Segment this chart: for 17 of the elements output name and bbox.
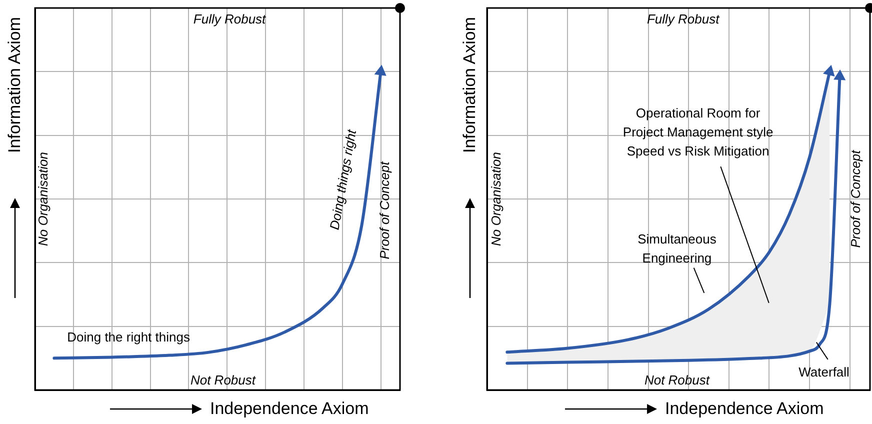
y-axis-title: Information Axiom (5, 16, 25, 154)
annotation: Not Robust (190, 372, 257, 388)
annotation: Proof of Concept (377, 160, 392, 260)
text: Fully Robust (646, 11, 721, 26)
x-axis-title: Independence Axiom (210, 399, 369, 419)
annotation: No Organisation (36, 152, 51, 246)
annotation: Proof of Concept (848, 148, 864, 248)
annotation: Doing the right things (67, 330, 190, 345)
annotation: Simultaneous Engineering (638, 231, 717, 266)
x-axis-title: Independence Axiom (665, 399, 824, 419)
annotation: No Organisation (488, 152, 504, 246)
annotation: Waterfall (798, 364, 850, 380)
text: Fully Robust (193, 11, 268, 26)
annotation: Operational Room for Project Management style Speed vs Risk Mitigation (622, 105, 774, 158)
annotation: Not Robust (644, 372, 711, 388)
annotation: Doing things right (326, 127, 360, 231)
y-axis-title: Information Axiom (460, 16, 480, 154)
